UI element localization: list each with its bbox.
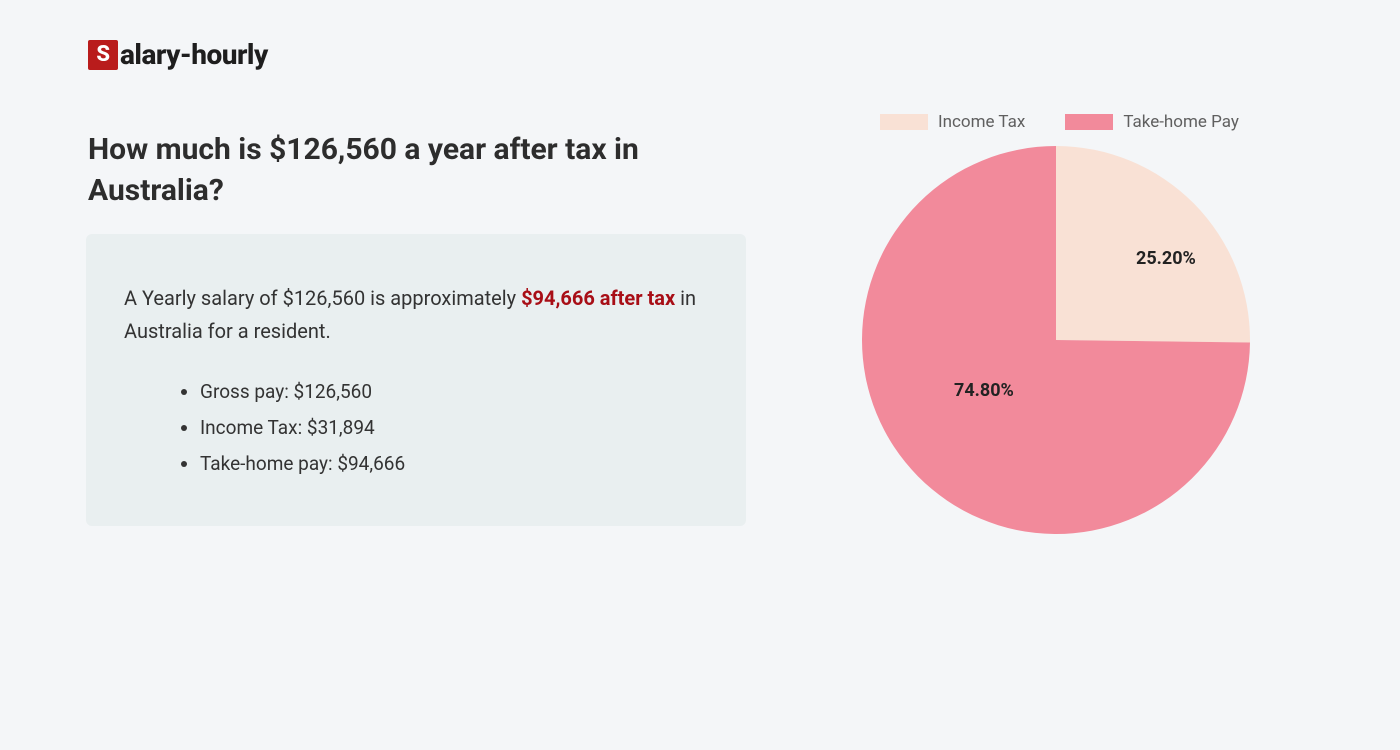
legend-item-take-home: Take-home Pay xyxy=(1065,112,1239,132)
legend-swatch-income-tax xyxy=(880,114,928,130)
summary-list: Gross pay: $126,560 Income Tax: $31,894 … xyxy=(124,374,708,482)
pie-svg: 25.20% 74.80% xyxy=(862,146,1250,534)
list-item: Income Tax: $31,894 xyxy=(200,410,708,446)
pie-label-income_tax: 25.20% xyxy=(1136,248,1196,269)
chart-legend: Income Tax Take-home Pay xyxy=(880,112,1239,132)
legend-label-income-tax: Income Tax xyxy=(938,112,1025,132)
list-item: Gross pay: $126,560 xyxy=(200,374,708,410)
page-title: How much is $126,560 a year after tax in… xyxy=(88,130,708,211)
summary-lead-highlight: $94,666 after tax xyxy=(521,286,675,310)
summary-lead-pre: A Yearly salary of $126,560 is approxima… xyxy=(124,286,521,310)
summary-lead: A Yearly salary of $126,560 is approxima… xyxy=(124,282,708,348)
list-item: Take-home pay: $94,666 xyxy=(200,446,708,482)
summary-box: A Yearly salary of $126,560 is approxima… xyxy=(86,234,746,526)
legend-item-income-tax: Income Tax xyxy=(880,112,1025,132)
legend-label-take-home: Take-home Pay xyxy=(1123,112,1239,132)
logo-text: alary-hourly xyxy=(120,38,268,71)
pie-slice-income_tax xyxy=(1056,146,1250,342)
site-logo: Salary-hourly xyxy=(88,38,268,71)
pie-label-take_home: 74.80% xyxy=(954,380,1014,401)
logo-badge: S xyxy=(88,40,118,70)
pie-chart: 25.20% 74.80% xyxy=(862,146,1250,538)
legend-swatch-take-home xyxy=(1065,114,1113,130)
